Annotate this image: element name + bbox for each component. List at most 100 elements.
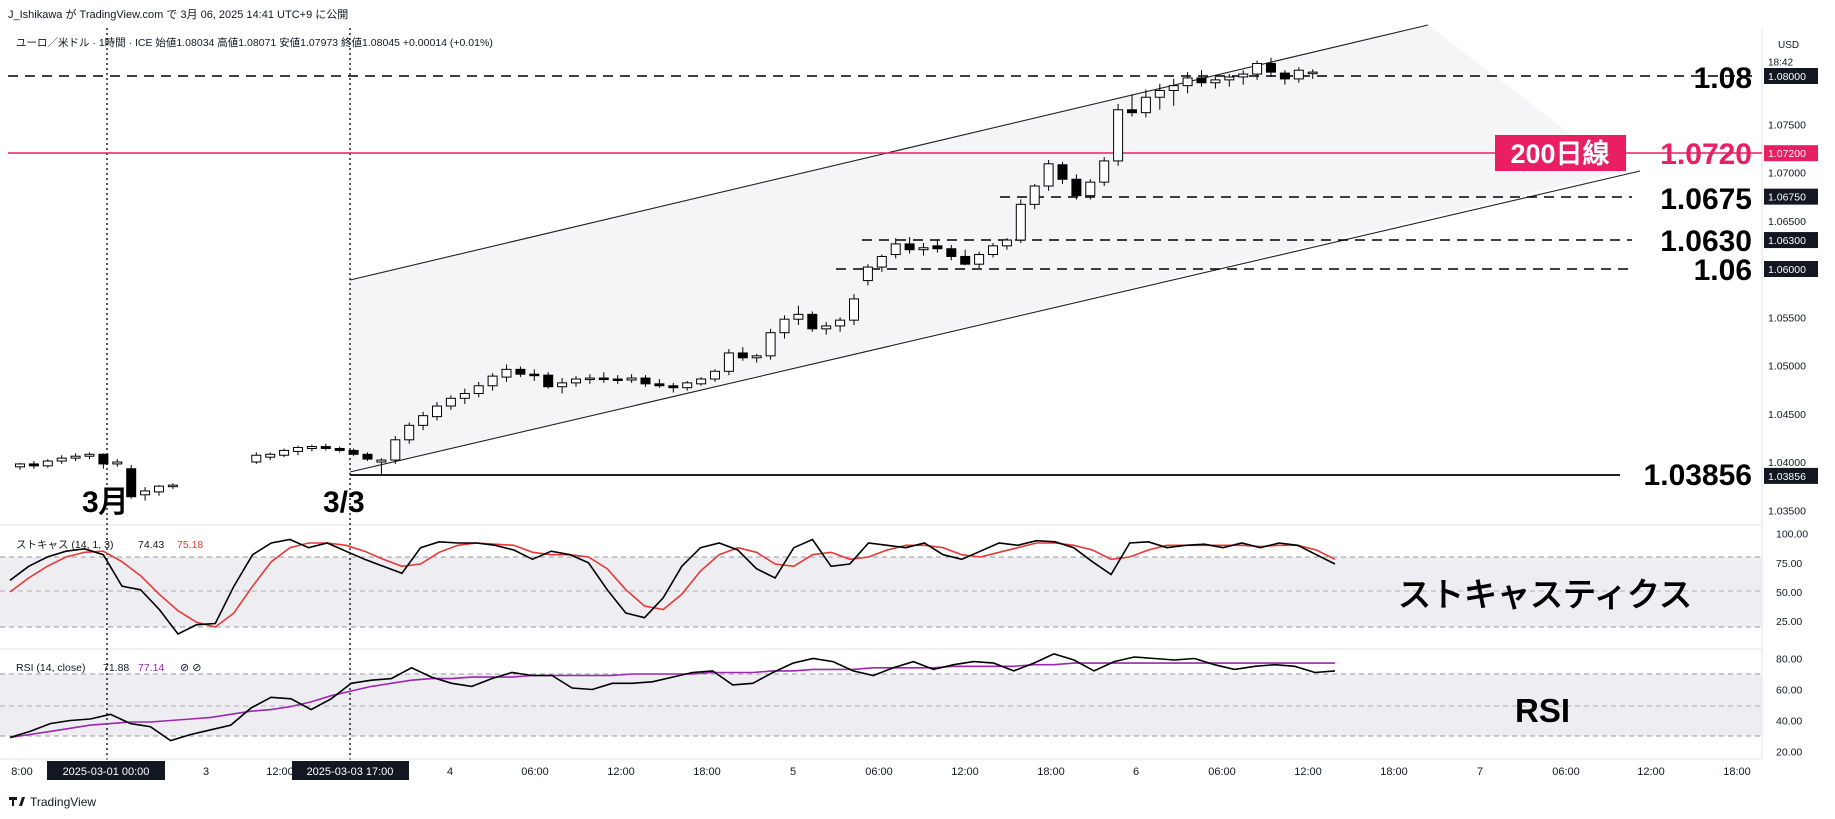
time-tick: 18:00: [1723, 766, 1751, 778]
candle: [473, 381, 484, 398]
ma200-tag-box: [1495, 135, 1626, 171]
level-low-label: 1.03856: [1644, 459, 1752, 492]
time-tick: 18:00: [1380, 766, 1408, 778]
tradingview-logo-icon: [9, 797, 25, 806]
candle: [306, 444, 317, 452]
price-tick: 1.05000: [1768, 361, 1806, 373]
price-tick: 1.07500: [1768, 119, 1806, 131]
candle: [390, 435, 401, 464]
stoch-band: [0, 557, 1762, 627]
rsi-tick: 20.00: [1776, 747, 1802, 759]
time-tick: 06:00: [1208, 766, 1236, 778]
price-tick: 1.07000: [1768, 168, 1806, 180]
price-tick: 1.05500: [1768, 312, 1806, 324]
time-tick: 12:00: [607, 766, 635, 778]
candle: [793, 305, 804, 325]
channel-lower-line: [349, 170, 1641, 473]
time-tick: 06:00: [521, 766, 549, 778]
price-tick: 1.07200: [1768, 148, 1806, 160]
rsi-title: RSI: [1515, 692, 1570, 729]
ma200-value-label: 1.0720: [1660, 138, 1752, 171]
hide-icon[interactable]: ⊘ ⊘: [180, 662, 202, 674]
candle: [1113, 103, 1124, 166]
candle: [376, 458, 387, 476]
candle: [1238, 70, 1249, 85]
candle: [946, 244, 957, 261]
rsi-legend-name: RSI (14, close): [16, 662, 85, 674]
candle: [849, 294, 859, 325]
candle: [28, 461, 39, 469]
time-tick: 8:00: [11, 766, 32, 778]
candle: [362, 452, 373, 462]
candle: [432, 402, 442, 421]
level-106-label: 1.06: [1694, 254, 1752, 287]
candle: [918, 242, 929, 256]
candle: [404, 422, 415, 444]
price-tag-box: [1764, 261, 1818, 277]
candle: [668, 382, 679, 393]
candle: [612, 375, 623, 384]
stoch-tick: 75.00: [1776, 558, 1802, 570]
stoch-k-line: [9, 538, 1336, 636]
candle: [42, 459, 53, 468]
candle: [279, 448, 290, 458]
ma200-tag: 200日線: [1510, 138, 1609, 169]
candle: [154, 485, 164, 496]
price-tick: 1.04000: [1768, 457, 1806, 469]
candle: [70, 453, 81, 462]
candle: [1168, 78, 1179, 106]
candle: [1196, 70, 1207, 87]
price-tick: 1.06300: [1768, 235, 1806, 247]
candle: [1293, 67, 1304, 83]
candle: [1029, 184, 1040, 210]
time-tick: 12:00: [1294, 766, 1322, 778]
stoch-title: ストキャスティクス: [1398, 576, 1692, 613]
march-label: 3月: [82, 486, 129, 519]
candle: [821, 322, 832, 335]
candle: [1071, 174, 1082, 200]
candle: [1001, 238, 1012, 250]
candle: [515, 366, 526, 378]
candle: [682, 380, 693, 391]
candle: [1043, 159, 1054, 191]
candle: [84, 452, 95, 460]
candle: [56, 455, 67, 464]
candle: [876, 254, 887, 272]
price-tag-box: [1764, 467, 1818, 484]
time-axis[interactable]: 8:00 3 12:00 4 06:00 12:00 18:00 5 06:00 12:00 18:…: [11, 766, 1750, 778]
candle: [584, 374, 595, 384]
candle: [960, 249, 971, 266]
time-highlight-2: 2025-03-03 17:00: [307, 766, 394, 778]
price-tick: 1.04500: [1768, 409, 1806, 421]
mar3-label: 3/3: [323, 486, 365, 519]
price-axis[interactable]: 1.08000 1.07500 1.07200 1.07000 1.06750 1.065…: [1764, 57, 1818, 517]
candle: [932, 240, 943, 253]
price-tick: 1.03856: [1768, 471, 1806, 483]
level-10630-label: 1.0630: [1660, 225, 1752, 258]
price-tick: 1.06500: [1768, 216, 1806, 228]
price-tag-box: [1764, 145, 1818, 162]
rsi-value: 71.88: [103, 662, 129, 674]
rsi-line: [9, 653, 1336, 742]
rsi-tick: 40.00: [1776, 716, 1802, 728]
candle: [1307, 69, 1318, 79]
candle: [835, 317, 846, 332]
time-tick: 18:00: [693, 766, 721, 778]
rsi-series: [9, 653, 1336, 742]
candle: [1210, 76, 1221, 89]
candle: [779, 315, 790, 339]
candle: [348, 448, 359, 457]
rsi-band: [0, 674, 1762, 736]
price-tag-box: [1764, 68, 1818, 84]
candle: [418, 411, 429, 431]
candle: [1154, 83, 1165, 110]
time-tick: 12:00: [1637, 766, 1665, 778]
candle: [571, 376, 581, 387]
candle: [988, 242, 998, 258]
candle: [1099, 157, 1110, 187]
trend-channel-fill: [350, 25, 1620, 472]
time-highlight-1-box: [47, 761, 165, 780]
stoch-tick: 100.00: [1776, 529, 1808, 541]
stoch-legend-name: ストキャス (14, 1, 3): [16, 539, 113, 551]
